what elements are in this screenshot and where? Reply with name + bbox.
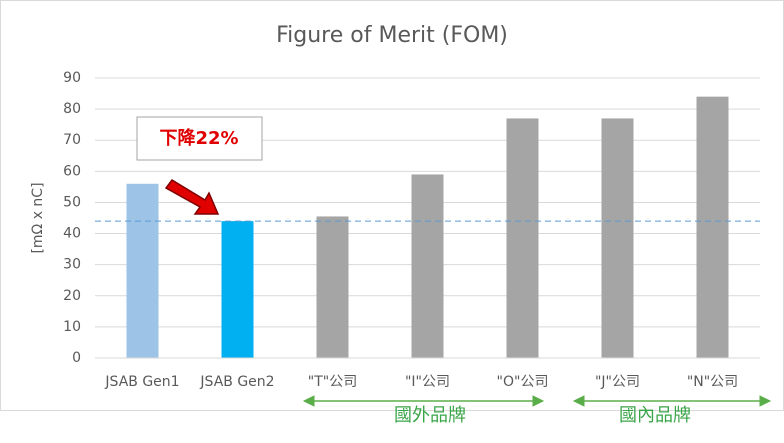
bar: [126, 183, 159, 358]
x-tick-label: JSAB Gen2: [199, 374, 274, 390]
bar: [601, 118, 634, 358]
y-tick-label: 40: [63, 226, 81, 242]
y-tick-label: 20: [63, 288, 81, 304]
group-arrows: [302, 395, 772, 407]
arrow-head: [532, 395, 545, 407]
y-tick-label: 0: [72, 350, 81, 366]
y-tick-label: 50: [63, 194, 81, 210]
bar: [696, 96, 729, 359]
y-tick-label: 30: [63, 257, 81, 273]
bar: [316, 216, 349, 358]
annotation-box: [136, 116, 263, 161]
x-tick-label: "N"公司: [687, 374, 738, 390]
bar: [411, 174, 444, 358]
arrow-head: [302, 395, 315, 407]
arrow-head: [572, 395, 585, 407]
y-tick-label: 10: [63, 319, 81, 335]
y-tick-label: 60: [63, 163, 81, 179]
y-tick-label: 70: [63, 132, 81, 148]
x-tick-label: "J"公司: [595, 374, 640, 390]
annotation: 下降22%: [159, 127, 238, 149]
group-label: 國外品牌: [394, 405, 466, 426]
bar: [506, 118, 539, 358]
x-tick-label: "I"公司: [405, 374, 450, 390]
red-arrow: [164, 179, 220, 215]
x-tick-label: "O"公司: [497, 374, 549, 390]
chart-frame: [0, 0, 784, 411]
y-tick-label: 90: [63, 70, 81, 86]
y-tick-label: 80: [63, 101, 81, 117]
arrow-head: [759, 395, 772, 407]
x-tick-label: JSAB Gen1: [104, 374, 179, 390]
chart-title: Figure of Merit (FOM): [276, 23, 508, 48]
bar: [221, 221, 254, 358]
y-axis-label: [mΩ x nC]: [30, 182, 46, 253]
x-tick-label: "T"公司: [308, 374, 357, 390]
group-label: 國內品牌: [619, 405, 691, 426]
